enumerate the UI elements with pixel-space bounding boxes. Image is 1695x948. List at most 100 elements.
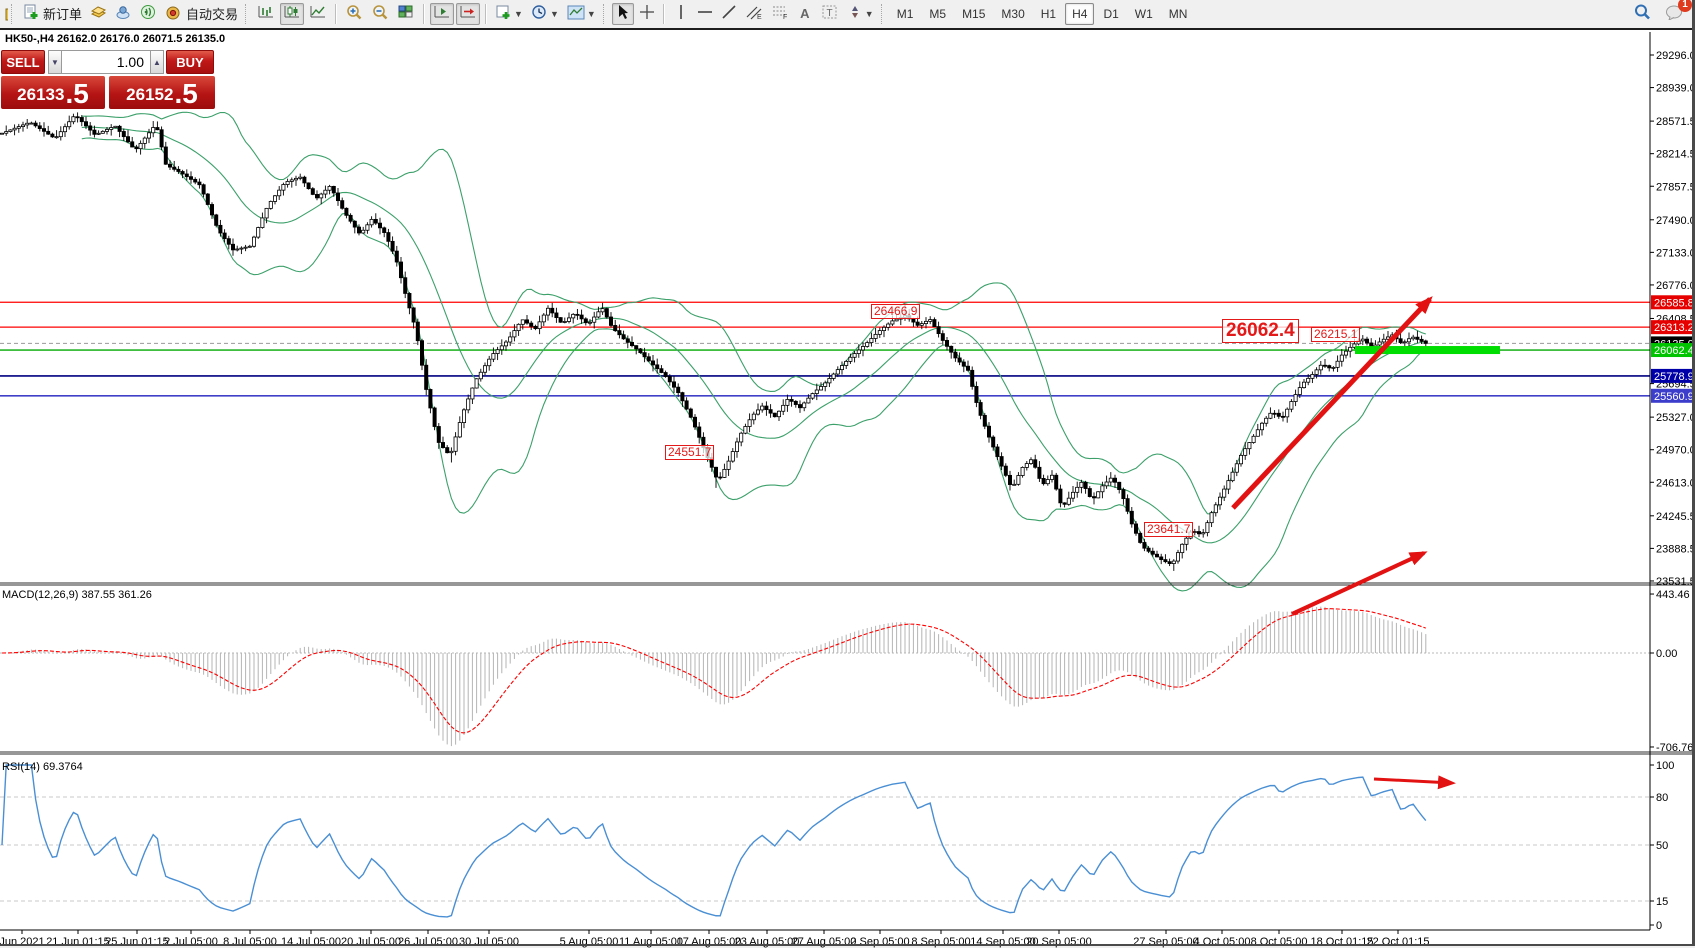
timeframe-H1[interactable]: H1 [1034, 3, 1063, 25]
svg-text:8 Jul 05:00: 8 Jul 05:00 [223, 936, 277, 948]
svg-text:2 Sep 05:00: 2 Sep 05:00 [850, 936, 909, 948]
svg-text:5 Aug 05:00: 5 Aug 05:00 [560, 936, 619, 948]
svg-text:20 Jul 05:00: 20 Jul 05:00 [341, 936, 401, 948]
svg-text:27 Sep 05:00: 27 Sep 05:00 [1133, 936, 1198, 948]
sell-button[interactable]: SELL [1, 50, 45, 74]
trendline-icon [721, 4, 737, 23]
svg-text:29296.0: 29296.0 [1656, 50, 1695, 62]
chart-shift-button[interactable] [456, 3, 480, 25]
sell-price-display[interactable]: 26133 .5 [1, 76, 105, 109]
svg-text:26313.2: 26313.2 [1654, 322, 1694, 334]
new-chart-button[interactable]: ▼ [492, 3, 526, 25]
svg-text:25778.9: 25778.9 [1654, 371, 1694, 383]
dropdown-arrow-icon: ▼ [514, 9, 523, 19]
timeframe-M1[interactable]: M1 [890, 3, 921, 25]
sell-price-int: 26133 [17, 82, 64, 108]
zoom-out-button[interactable] [368, 3, 392, 25]
dropdown-arrow-icon: ▼ [865, 9, 874, 19]
person-cloud-icon [115, 4, 132, 23]
template-button[interactable]: ▼ [564, 3, 599, 25]
auto-scroll-button[interactable] [430, 3, 454, 25]
period-button[interactable]: ▼ [528, 3, 562, 25]
timeframe-W1[interactable]: W1 [1128, 3, 1160, 25]
candlestick-chart-button[interactable] [280, 3, 304, 25]
channel-icon: E [745, 4, 763, 23]
volume-input[interactable]: 1.00 [62, 50, 150, 74]
new-order-button[interactable]: 新订单 [20, 3, 85, 25]
svg-text:24245.5: 24245.5 [1656, 511, 1695, 523]
timeframe-MN[interactable]: MN [1162, 3, 1195, 25]
fibonacci-button[interactable]: F [768, 3, 792, 25]
new-order-icon [23, 4, 39, 23]
svg-text:27133.0: 27133.0 [1656, 247, 1695, 259]
volume-decrease-button[interactable]: ▼ [48, 50, 62, 74]
svg-text:25560.9: 25560.9 [1654, 391, 1694, 403]
svg-text:26585.8: 26585.8 [1654, 297, 1694, 309]
buy-button[interactable]: BUY [166, 50, 214, 74]
rsi-line [2, 765, 1426, 917]
bar-chart-button[interactable] [254, 3, 278, 25]
text-button[interactable]: A [794, 3, 816, 25]
horizontal-line-button[interactable] [694, 3, 716, 25]
trendline-button[interactable] [718, 3, 740, 25]
buy-price-display[interactable]: 26152 .5 [109, 76, 215, 109]
svg-text:17 Aug 05:00: 17 Aug 05:00 [677, 936, 742, 948]
svg-text:Jun 2021: Jun 2021 [0, 936, 45, 948]
zoom-out-icon [371, 4, 389, 24]
buy-price-frac: .5 [174, 80, 197, 108]
template-icon [567, 5, 585, 23]
svg-text:28939.0: 28939.0 [1656, 83, 1695, 95]
clock-icon [531, 4, 548, 23]
price-annotation-24551.7: 24551.7 [665, 445, 714, 460]
macd-pane [0, 607, 1650, 746]
timeframe-H4[interactable]: H4 [1065, 3, 1094, 25]
market-watch-button[interactable] [87, 3, 110, 25]
svg-text:28571.5: 28571.5 [1656, 116, 1695, 128]
gold-box-icon [90, 4, 107, 23]
signals-button[interactable] [137, 3, 160, 25]
main-toolbar: 新订单 自动交易 [0, 0, 1695, 27]
search-icon [1633, 3, 1652, 24]
equidistant-channel-button[interactable]: E [742, 3, 766, 25]
auto-trading-button[interactable]: 自动交易 [162, 3, 241, 25]
fibonacci-icon: F [771, 4, 789, 23]
cursor-button[interactable] [612, 3, 634, 25]
text-label-button[interactable]: T [818, 3, 842, 25]
chart-window: HK50-,H4 26162.0 26176.0 26071.5 26135.0… [0, 28, 1695, 946]
toolbar-grip [881, 4, 886, 24]
search-button[interactable] [1630, 3, 1655, 25]
timeframe-M30[interactable]: M30 [994, 3, 1031, 25]
svg-text:0.00: 0.00 [1656, 648, 1677, 660]
sell-price-frac: .5 [65, 80, 88, 108]
svg-text:15: 15 [1656, 896, 1668, 908]
svg-text:25 Jun 01:15: 25 Jun 01:15 [105, 936, 169, 948]
candlesticks [0, 112, 1427, 571]
svg-text:22 Oct 01:15: 22 Oct 01:15 [1367, 936, 1430, 948]
tile-windows-button[interactable] [394, 3, 418, 25]
bar-chart-icon [257, 4, 275, 23]
crosshair-button[interactable] [636, 3, 658, 25]
volume-increase-button[interactable]: ▲ [150, 50, 164, 74]
svg-text:20 Sep 05:00: 20 Sep 05:00 [1026, 936, 1091, 948]
svg-text:27 Aug 05:00: 27 Aug 05:00 [792, 936, 857, 948]
price-chart-canvas[interactable]: 29296.028939.028571.528214.527857.527490… [0, 30, 1695, 948]
line-chart-button[interactable] [306, 3, 330, 25]
macd-histogram [2, 607, 1426, 746]
buy-price-int: 26152 [126, 82, 173, 108]
shapes-icon [847, 4, 863, 23]
notifications-button[interactable]: 1 [1662, 3, 1686, 25]
main-price-pane [0, 112, 1650, 591]
bollinger-upper [82, 112, 1426, 514]
timeframe-M5[interactable]: M5 [922, 3, 953, 25]
vertical-line-icon [675, 4, 687, 23]
shapes-button[interactable]: ▼ [844, 3, 877, 25]
profile-button[interactable] [112, 3, 135, 25]
vertical-line-button[interactable] [670, 3, 692, 25]
chart-shift-icon [459, 4, 477, 23]
timeframe-D1[interactable]: D1 [1096, 3, 1125, 25]
timeframe-M15[interactable]: M15 [955, 3, 992, 25]
zoom-in-button[interactable] [342, 3, 366, 25]
price-annotation-23641.7: 23641.7 [1144, 522, 1193, 537]
svg-text:24613.0: 24613.0 [1656, 477, 1695, 489]
svg-text:-706.76: -706.76 [1656, 742, 1693, 754]
